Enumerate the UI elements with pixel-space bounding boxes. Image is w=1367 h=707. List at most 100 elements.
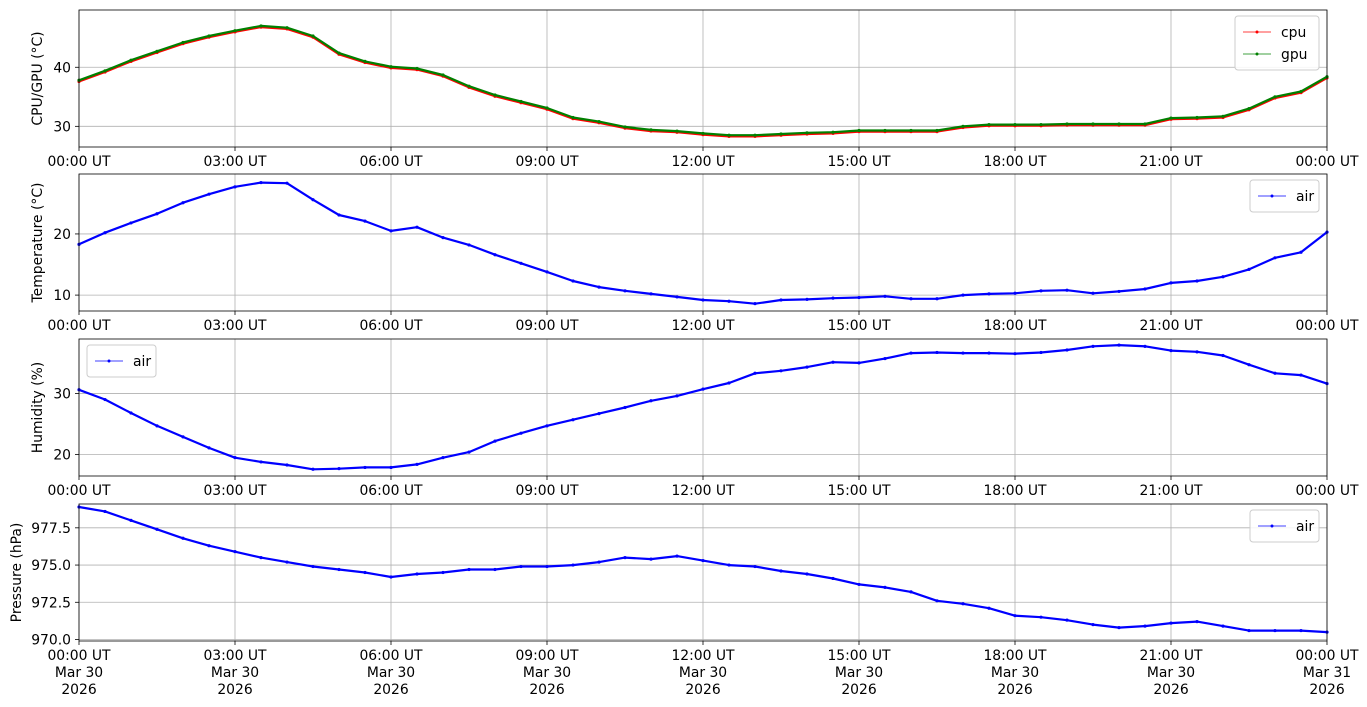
data-point-gpu bbox=[129, 58, 133, 62]
x-tick-label: 00:00 UT bbox=[1295, 154, 1359, 170]
data-point-air bbox=[389, 575, 393, 579]
x-tick-year-label: 2026 bbox=[217, 682, 252, 698]
data-point-air bbox=[753, 564, 757, 569]
data-point-air bbox=[805, 365, 809, 369]
data-point-air bbox=[1221, 275, 1225, 279]
data-point-air bbox=[1117, 343, 1121, 347]
data-point-air bbox=[571, 418, 575, 422]
x-tick-label: 15:00 UT bbox=[827, 648, 891, 664]
data-point-air bbox=[987, 292, 991, 296]
data-point-gpu bbox=[805, 131, 809, 135]
x-tick-label: 15:00 UT bbox=[827, 483, 891, 499]
x-tick-label: 18:00 UT bbox=[983, 154, 1047, 170]
data-point-air bbox=[1013, 614, 1017, 618]
data-point-gpu bbox=[155, 49, 159, 53]
data-point-air bbox=[181, 536, 185, 540]
x-tick-label: 00:00 UT bbox=[1295, 318, 1359, 334]
data-point-air bbox=[337, 567, 341, 572]
x-tick-year-label: 2026 bbox=[373, 682, 408, 698]
data-point-air bbox=[753, 302, 757, 306]
data-point-air bbox=[883, 294, 887, 298]
x-tick-label: 03:00 UT bbox=[203, 154, 267, 170]
data-point-air bbox=[935, 297, 939, 301]
data-point-air bbox=[545, 270, 549, 274]
data-point-air bbox=[1195, 350, 1199, 354]
data-point-air bbox=[1143, 287, 1147, 291]
data-point-air bbox=[259, 180, 263, 185]
legend-marker-gpu bbox=[1255, 52, 1259, 56]
data-point-gpu bbox=[337, 51, 341, 55]
x-tick-label: 00:00 UT bbox=[1295, 648, 1359, 664]
data-point-air bbox=[1221, 353, 1225, 358]
data-point-gpu bbox=[363, 59, 367, 63]
x-tick-year-label: 2026 bbox=[997, 682, 1032, 698]
data-point-air bbox=[1039, 289, 1043, 293]
legend: air bbox=[1249, 509, 1320, 543]
x-tick-label: 12:00 UT bbox=[671, 154, 735, 170]
data-point-gpu bbox=[285, 26, 289, 30]
y-tick-label: 30 bbox=[53, 119, 71, 135]
data-point-air bbox=[545, 564, 549, 569]
x-tick-date-label: Mar 30 bbox=[835, 665, 883, 681]
data-point-air bbox=[129, 221, 133, 225]
y-tick-label: 40 bbox=[53, 60, 71, 76]
data-point-air bbox=[623, 405, 627, 410]
x-tick-year-label: 2026 bbox=[529, 682, 564, 698]
data-point-air bbox=[129, 518, 133, 522]
data-point-gpu bbox=[1273, 95, 1277, 99]
data-point-gpu bbox=[1117, 122, 1121, 126]
legend: air bbox=[1249, 179, 1320, 213]
data-point-gpu bbox=[857, 128, 861, 133]
data-point-gpu bbox=[649, 128, 653, 132]
data-point-air bbox=[649, 557, 653, 561]
data-point-air bbox=[1117, 625, 1121, 630]
x-tick-label: 03:00 UT bbox=[203, 318, 267, 334]
legend-marker-air bbox=[1270, 524, 1274, 528]
x-tick-label: 03:00 UT bbox=[203, 483, 267, 499]
data-point-gpu bbox=[207, 34, 211, 38]
data-point-air bbox=[909, 590, 913, 594]
data-point-gpu bbox=[545, 106, 549, 110]
legend-label-air: air bbox=[1296, 519, 1314, 535]
legend-box bbox=[1234, 15, 1320, 71]
data-point-air bbox=[1039, 615, 1043, 619]
data-point-air bbox=[831, 576, 835, 581]
data-point-air bbox=[1091, 291, 1095, 295]
data-point-air bbox=[727, 299, 731, 303]
data-point-air bbox=[1169, 349, 1173, 353]
x-tick-label: 00:00 UT bbox=[47, 154, 111, 170]
data-point-gpu bbox=[233, 29, 237, 33]
data-point-air bbox=[987, 351, 991, 355]
x-tick-label: 15:00 UT bbox=[827, 318, 891, 334]
temperature-panel: 00:00 UT 03:00 UT 06:00 UT 09:00 UT 12:00 UT… bbox=[30, 173, 1359, 334]
data-point-air bbox=[675, 394, 679, 398]
data-point-air bbox=[727, 381, 731, 385]
data-point-gpu bbox=[1013, 122, 1017, 127]
data-point-air bbox=[701, 387, 705, 391]
data-point-air bbox=[285, 560, 289, 564]
x-tick-label: 00:00 UT bbox=[47, 483, 111, 499]
cpu-gpu-panel: 00:00 UT 03:00 UT 06:00 UT 09:00 UT 12:00 UT… bbox=[30, 9, 1359, 170]
data-point-gpu bbox=[1143, 122, 1147, 126]
data-point-air bbox=[1117, 289, 1121, 294]
data-point-air bbox=[857, 582, 861, 587]
x-tick-label: 15:00 UT bbox=[827, 154, 891, 170]
data-point-air bbox=[311, 467, 315, 471]
y-tick-label: 20 bbox=[53, 448, 71, 464]
data-point-air bbox=[1273, 256, 1277, 260]
data-point-air bbox=[675, 295, 679, 299]
data-point-air bbox=[1065, 288, 1069, 292]
data-point-gpu bbox=[883, 128, 887, 133]
data-point-air bbox=[155, 212, 159, 216]
data-point-air bbox=[1143, 344, 1147, 348]
data-point-air bbox=[467, 567, 471, 572]
x-tick-date-label: Mar 30 bbox=[991, 665, 1039, 681]
data-point-gpu bbox=[675, 129, 679, 133]
data-point-air bbox=[675, 554, 679, 558]
data-point-air bbox=[441, 456, 445, 460]
data-point-air bbox=[831, 360, 835, 364]
data-point-air bbox=[233, 550, 237, 554]
data-point-air bbox=[1013, 352, 1017, 356]
